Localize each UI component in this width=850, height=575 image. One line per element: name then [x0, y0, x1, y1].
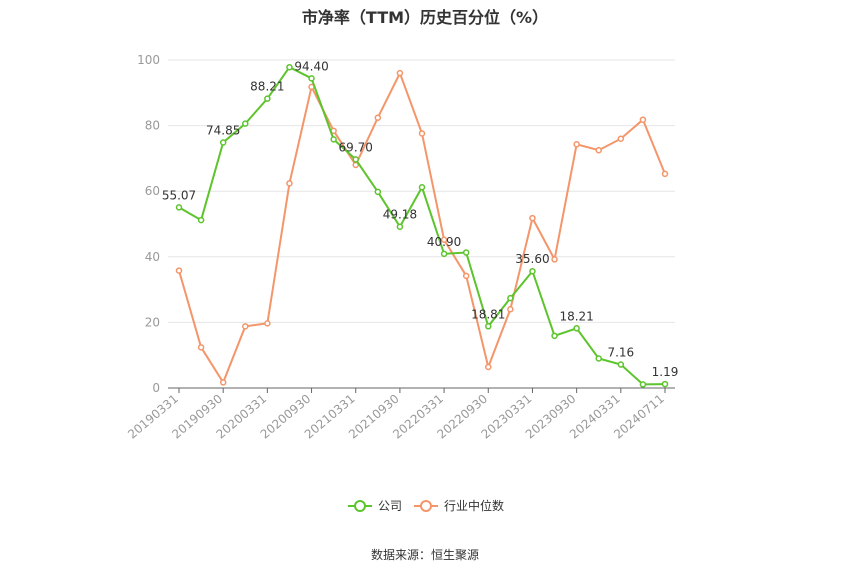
data-point — [175, 204, 183, 211]
data-point — [418, 130, 426, 137]
series-layer — [175, 63, 669, 388]
data-point — [264, 320, 271, 327]
data-point — [573, 141, 580, 148]
data-point — [396, 223, 404, 230]
y-tick-label: 20 — [145, 315, 160, 329]
data-point — [308, 75, 315, 82]
data-point — [573, 325, 580, 332]
legend-marker — [420, 500, 432, 512]
chart-title: 市净率（TTM）历史百分位（%） — [301, 8, 549, 27]
data-point — [485, 363, 492, 371]
data-label: 49.18 — [383, 208, 417, 222]
data-point — [661, 170, 669, 178]
data-label: 55.07 — [162, 188, 196, 202]
y-tick-label: 60 — [145, 184, 160, 198]
data-point — [197, 344, 205, 351]
data-label: 40.90 — [427, 235, 461, 249]
series-line — [178, 70, 666, 385]
data-point — [242, 323, 249, 330]
data-label: 74.85 — [206, 123, 240, 137]
series-0 — [175, 63, 669, 388]
legend-item-0: 公司 — [348, 499, 402, 513]
data-point — [440, 236, 448, 243]
data-point — [617, 135, 625, 142]
data-point — [352, 156, 359, 163]
data-point — [440, 250, 448, 258]
data-label: 69.70 — [339, 140, 373, 154]
data-point — [374, 188, 382, 196]
y-tick-label: 80 — [145, 119, 160, 133]
legend-label: 公司 — [378, 499, 402, 513]
data-point — [286, 63, 293, 71]
data-point — [595, 355, 602, 362]
data-point — [661, 380, 669, 388]
data-point — [551, 256, 558, 263]
x-axis: 2019033120190930202003312020093020210331… — [125, 387, 675, 442]
data-point — [374, 114, 382, 121]
data-label: 94.40 — [294, 59, 328, 73]
data-point — [219, 139, 227, 146]
data-label: 35.60 — [515, 252, 549, 266]
data-point — [639, 381, 647, 388]
data-point — [485, 323, 492, 330]
y-tick-label: 40 — [145, 250, 160, 264]
data-point — [330, 136, 337, 143]
data-point — [197, 216, 205, 224]
y-axis-ticks: 0 20 40 60 80 100 — [137, 53, 160, 395]
y-tick-label: 100 — [137, 53, 160, 67]
data-point — [175, 267, 183, 274]
data-point — [418, 184, 426, 191]
data-point — [462, 272, 470, 280]
data-label: 1.19 — [652, 365, 679, 379]
data-label: 88.21 — [250, 80, 284, 94]
series-line — [178, 65, 666, 386]
data-label: 18.81 — [471, 307, 505, 321]
series-1 — [175, 69, 669, 386]
data-point — [551, 332, 558, 340]
data-point — [529, 214, 536, 222]
data-point — [396, 69, 404, 77]
data-point — [529, 267, 536, 275]
data-point — [286, 180, 293, 187]
legend-item-1: 行业中位数 — [414, 498, 504, 513]
y-tick-label: 0 — [152, 381, 160, 395]
data-point — [617, 361, 625, 368]
data-point — [219, 379, 227, 386]
data-point — [507, 306, 514, 313]
legend: 公司 行业中位数 — [348, 498, 504, 513]
data-point — [264, 95, 271, 102]
data-point — [595, 146, 602, 154]
data-point — [507, 294, 514, 302]
data-label: 7.16 — [607, 346, 634, 360]
data-point — [462, 249, 470, 256]
grid-lines — [168, 59, 675, 323]
data-labels: 55.07 74.85 88.21 94.40 69.70 49.18 40.90 18.81… — [162, 59, 679, 379]
source-note: 数据来源：恒生聚源 — [370, 548, 479, 562]
legend-marker — [354, 500, 366, 512]
data-point — [242, 120, 249, 127]
data-point — [639, 116, 647, 123]
data-label: 18.21 — [559, 309, 593, 323]
legend-label: 行业中位数 — [444, 498, 504, 513]
